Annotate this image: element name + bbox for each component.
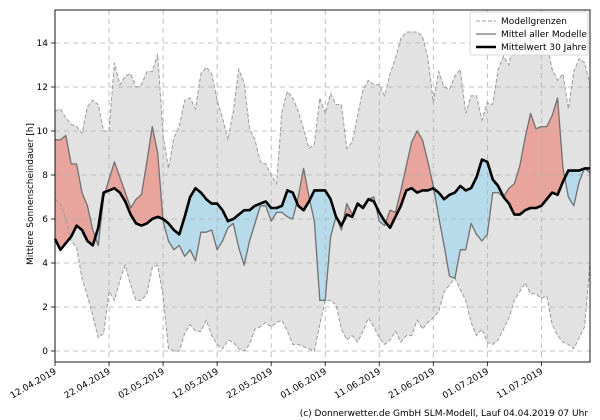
band-upper-line [54, 17, 591, 186]
y-tick-label: 14 [37, 39, 49, 49]
above-average-fill [135, 194, 142, 227]
credit-text: (c) Donnerwetter.de GmbH SLM-Modell, Lau… [300, 409, 589, 419]
legend: Modellgrenzen Mittel aller Modelle Mitte… [469, 11, 589, 56]
y-tick-label: 2 [42, 303, 48, 313]
above-average-fill [54, 139, 61, 250]
above-average-fill [60, 134, 67, 251]
above-average-fill [416, 129, 423, 194]
below-average-fill [460, 185, 467, 251]
above-average-fill [535, 126, 542, 209]
plot-frame [54, 9, 591, 363]
y-tick-label: 10 [37, 127, 49, 137]
below-average-fill [481, 159, 488, 242]
legend-model-label: Mittel aller Modelle [501, 30, 587, 40]
below-average-fill [287, 189, 294, 220]
model-mean-line [55, 97, 591, 302]
below-average-fill [319, 190, 326, 301]
below-average-fill [449, 192, 456, 279]
legend-limits-label: Modellgrenzen [501, 17, 567, 27]
above-average-fill [541, 126, 548, 207]
y-tick-label: 8 [42, 171, 48, 181]
legend-mean-label: Mittelwert 30 Jahre [501, 43, 587, 53]
y-tick-label: 12 [37, 83, 48, 93]
y-tick-label: 6 [42, 215, 48, 225]
y-tick-label: 0 [42, 347, 48, 357]
below-average-fill [189, 187, 196, 261]
y-axis-label: Mittlere Sonnenscheindauer [h] [26, 123, 36, 265]
plot-area [53, 10, 591, 362]
band-lower-line [54, 198, 591, 352]
above-average-fill [546, 115, 553, 201]
mean-30y-line [53, 158, 590, 252]
y-tick-label: 4 [42, 259, 48, 269]
